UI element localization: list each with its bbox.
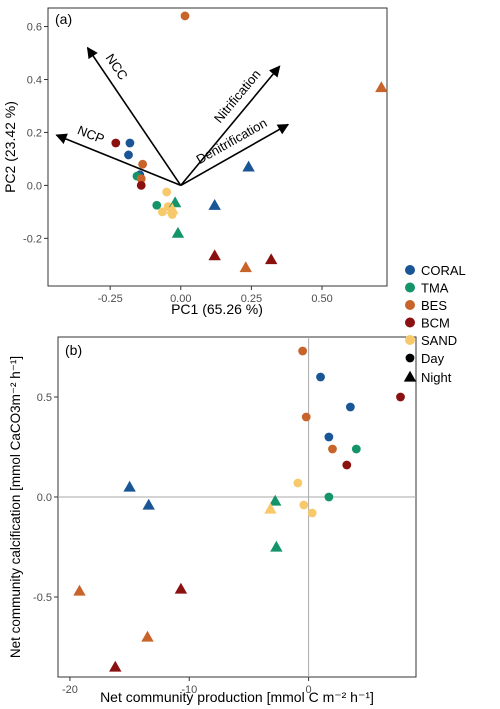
- point-bcm-circle: [111, 138, 121, 148]
- loading-label: NCC: [103, 51, 131, 83]
- panel-a-x-ticks: -0.25 0.00 0.25 0.50: [98, 286, 333, 305]
- legend-label-tma: TMA: [421, 281, 449, 296]
- panel-a-y-tick-label: 0.4: [27, 74, 42, 86]
- point-bes-triangle: [239, 261, 252, 273]
- point-sand-circle: [299, 500, 309, 510]
- point-bes-triangle: [375, 81, 388, 93]
- panel-a-x-tick-label: 0.50: [311, 293, 332, 305]
- point-coral-triangle: [242, 160, 255, 172]
- point-bcm-circle: [342, 460, 352, 470]
- point-coral-triangle: [123, 480, 136, 492]
- panel-b-y-tick-label: 0.5: [37, 392, 52, 404]
- point-bcm-triangle: [109, 660, 122, 672]
- point-sand-circle: [307, 508, 317, 518]
- panel-a-y-label: PC2 (23.42 %): [2, 101, 18, 193]
- panel-a-y-ticks: -0.2 0.0 0.2 0.4 0.6: [23, 22, 48, 245]
- point-bes-circle: [138, 159, 148, 169]
- point-coral-circle: [316, 372, 325, 382]
- point-coral-circle: [345, 402, 355, 412]
- legend-label-night: Night: [421, 370, 452, 385]
- panel-b-x-label: Net community production [mmol C m⁻² h⁻¹…: [100, 689, 374, 705]
- legend-swatch-coral: [405, 265, 415, 275]
- legend-label-coral: CORAL: [421, 263, 466, 278]
- legend-swatch-bes: [405, 300, 415, 310]
- panel-a-y-tick-label: 0.6: [27, 22, 42, 34]
- panel-a-x-tick-label: -0.25: [98, 293, 123, 305]
- panel-b-y-tick-label: -0.5: [33, 592, 52, 604]
- point-tma-circle: [152, 200, 162, 210]
- point-tma-circle: [324, 492, 334, 502]
- point-sand-circle: [158, 207, 167, 217]
- point-tma-triangle: [168, 196, 182, 208]
- point-bes-circle: [180, 11, 190, 21]
- loading-label: NCP: [75, 122, 106, 146]
- point-bcm-triangle: [208, 249, 221, 261]
- panel-b-points: [73, 346, 405, 672]
- point-coral-triangle: [142, 498, 155, 510]
- panel-b-x-tick-label: -10: [181, 684, 197, 696]
- point-bes-circle: [136, 174, 146, 184]
- point-sand-triangle: [264, 502, 277, 514]
- point-bcm-triangle: [174, 582, 188, 594]
- point-tma-triangle: [171, 226, 185, 238]
- legend-label-bcm: BCM: [421, 316, 450, 331]
- legend-shapes: Day Night: [403, 351, 452, 385]
- panel-b: (b) -20 -10 0 -0.5 0.0 0.5 Net community pro…: [8, 336, 417, 705]
- point-tma-triangle: [268, 494, 282, 506]
- legend-shape-day: [405, 353, 415, 363]
- panel-a-points: [111, 11, 388, 273]
- legend-label-bes: BES: [421, 298, 447, 313]
- panel-a-y-tick-label: 0.2: [27, 127, 42, 139]
- panel-b-x-tick-label: 0: [306, 684, 312, 696]
- panel-a-x-tick-label: 0.00: [170, 293, 191, 305]
- panel-a-x-label: PC1 (65.26 %): [171, 301, 263, 317]
- legend-swatch-sand: [405, 335, 415, 345]
- panel-b-x-ticks: -20 -10 0: [62, 677, 312, 696]
- panel-b-y-ticks: -0.5 0.0 0.5: [33, 392, 58, 604]
- panel-b-frame: [57, 336, 417, 678]
- loading-arrow: [55, 133, 182, 187]
- point-bcm-triangle: [264, 253, 278, 265]
- legend-swatch-bcm: [405, 317, 415, 328]
- panel-b-y-tick-label: 0.0: [37, 492, 52, 504]
- point-tma-triangle: [270, 540, 283, 552]
- panel-a-frame: [47, 7, 388, 287]
- point-coral-circle: [124, 150, 133, 160]
- legend-label-day: Day: [421, 351, 445, 366]
- panel-a-loadings: [55, 46, 290, 187]
- loading-arrow: [180, 123, 290, 187]
- loading-arrow: [86, 46, 182, 186]
- point-bes-circle: [328, 444, 337, 454]
- panel-b-x-tick-label: -20: [62, 684, 78, 696]
- point-bes-triangle: [73, 584, 86, 596]
- point-sand-circle: [162, 187, 172, 197]
- point-coral-circle: [324, 432, 334, 442]
- loading-arrow: [180, 65, 281, 186]
- point-bes-circle: [301, 412, 311, 422]
- panel-a-y-tick-label: 0.0: [27, 180, 42, 192]
- panel-a-y-tick-label: -0.2: [23, 233, 42, 245]
- legend-swatch-tma: [405, 282, 415, 293]
- panel-a-x-tick-label: 0.25: [241, 293, 262, 305]
- point-bcm-circle: [396, 392, 405, 402]
- panel-b-tag: (b): [65, 342, 82, 358]
- point-coral-circle: [125, 138, 135, 148]
- panel-b-reference-lines: [58, 337, 416, 677]
- point-bes-triangle: [141, 630, 154, 642]
- panel-b-y-label: Net community calcification [mmol CaCO3m…: [8, 356, 23, 658]
- legend-shape-night: [403, 370, 417, 382]
- legend-groups: CORAL TMA BES BCM SAND: [405, 263, 466, 348]
- legend-label-sand: SAND: [421, 333, 457, 348]
- point-coral-triangle: [208, 199, 221, 210]
- point-sand-circle: [293, 478, 303, 488]
- point-sand-triangle: [166, 203, 179, 214]
- point-tma-circle: [351, 444, 361, 454]
- panel-a-tag: (a): [55, 11, 72, 27]
- point-bcm-circle: [136, 180, 146, 190]
- point-bes-circle: [298, 346, 308, 356]
